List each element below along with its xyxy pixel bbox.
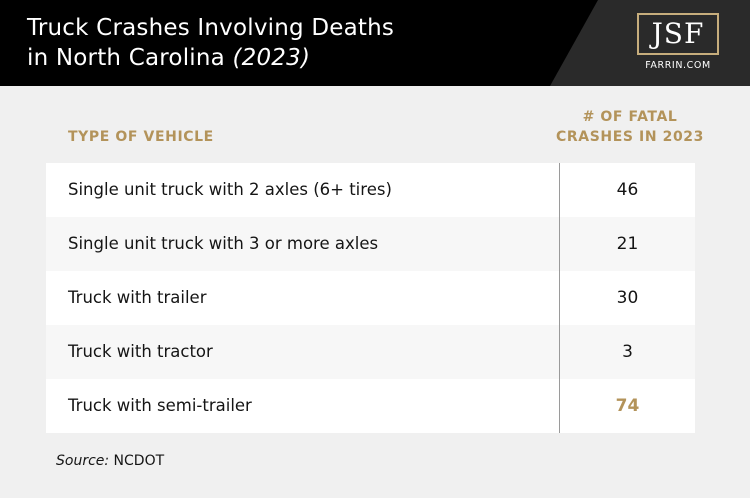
vehicle-type-cell: Truck with tractor [68,342,213,361]
jsf-logo: JSF FARRIN.COM [637,13,719,75]
table-row: Truck with semi-trailer 74 [46,379,695,433]
header-banner: Truck Crashes Involving Deaths in North … [0,0,750,86]
column-header-type: TYPE OF VEHICLE [68,129,214,145]
column-header-count-line-2: CRASHES IN 2023 [556,129,704,145]
fatal-crashes-cell: 30 [616,288,639,308]
table-row: Single unit truck with 2 axles (6+ tires… [46,163,695,217]
table-row: Truck with trailer 30 [46,271,695,325]
fatal-crashes-cell: 21 [616,234,639,254]
vehicle-type-cell: Single unit truck with 2 axles (6+ tires… [68,180,392,199]
vehicle-type-cell: Single unit truck with 3 or more axles [68,234,379,253]
title-line-2-text: in North Carolina [27,45,225,71]
data-table: Single unit truck with 2 axles (6+ tires… [46,163,695,433]
title-line-1: Truck Crashes Involving Deaths [27,15,395,41]
logo-url: FARRIN.COM [645,60,711,71]
column-divider [559,163,560,433]
column-header-count: # OF FATAL CRASHES IN 2023 [535,107,725,147]
source-text: NCDOT [109,453,165,469]
source-note: Source: NCDOT [56,451,164,471]
fatal-crashes-cell: 46 [616,180,639,200]
column-header-count-line-1: # OF FATAL [582,109,678,125]
fatal-crashes-cell: 3 [622,342,633,362]
vehicle-type-cell: Truck with semi-trailer [68,396,252,415]
source-prefix: Source: [56,453,110,469]
title-year: (2023) [232,45,311,71]
table-row: Single unit truck with 3 or more axles 2… [46,217,695,271]
title-line-2: in North Carolina (2023) [27,43,394,73]
fatal-crashes-cell-highlight: 74 [615,396,640,416]
page-title: Truck Crashes Involving Deaths in North … [27,13,394,73]
table-row: Truck with tractor 3 [46,325,695,379]
vehicle-type-cell: Truck with trailer [68,288,207,307]
logo-mark: JSF [637,13,719,55]
